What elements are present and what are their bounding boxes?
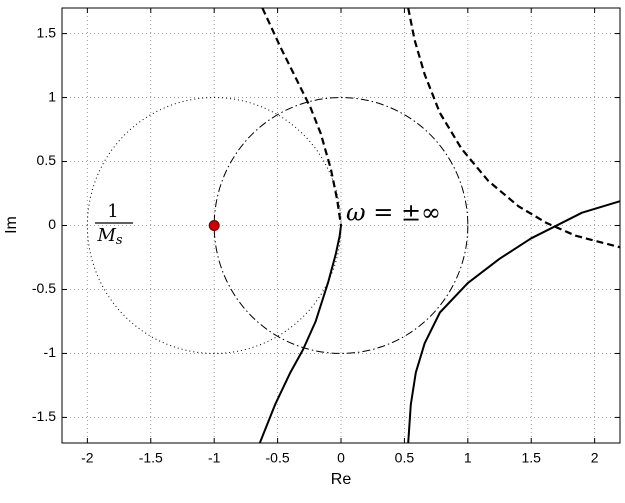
x-tick-label: 1	[464, 450, 472, 466]
x-tick-label: 0	[337, 450, 345, 466]
x-tick-label: 1.5	[521, 450, 541, 466]
y-tick-label: 1	[48, 88, 56, 104]
x-tick-label: 0.5	[395, 450, 415, 466]
x-tick-label: 2	[591, 450, 599, 466]
annotation: ω = ±∞	[346, 199, 441, 227]
point	[208, 220, 220, 231]
y-tick-label: 0.5	[37, 152, 57, 168]
y-tick-label: 0	[48, 216, 56, 232]
x-axis-label: Re	[331, 471, 352, 488]
plot-frame	[61, 7, 621, 444]
y-tick-label: -1.5	[32, 408, 56, 424]
y-tick-label: 1.5	[37, 24, 57, 40]
denominator-main: M	[96, 225, 116, 246]
curve	[261, 8, 343, 226]
circle-curve	[213, 97, 469, 354]
y-axis-label: Im	[3, 216, 20, 234]
x-tick-label: -1	[208, 450, 221, 466]
x-tick-label: -0.5	[266, 450, 290, 466]
y-tick-label: -1	[44, 344, 57, 360]
annotation-numerator: 1	[107, 201, 118, 222]
curve	[258, 225, 342, 443]
x-tick-label: -2	[81, 450, 94, 466]
curve	[407, 8, 620, 249]
curve	[407, 200, 620, 443]
denominator-subscript: s	[116, 233, 123, 248]
y-tick-label: -0.5	[32, 280, 56, 296]
x-tick-label: -1.5	[139, 450, 163, 466]
annotation-denominator: Ms	[96, 225, 122, 248]
